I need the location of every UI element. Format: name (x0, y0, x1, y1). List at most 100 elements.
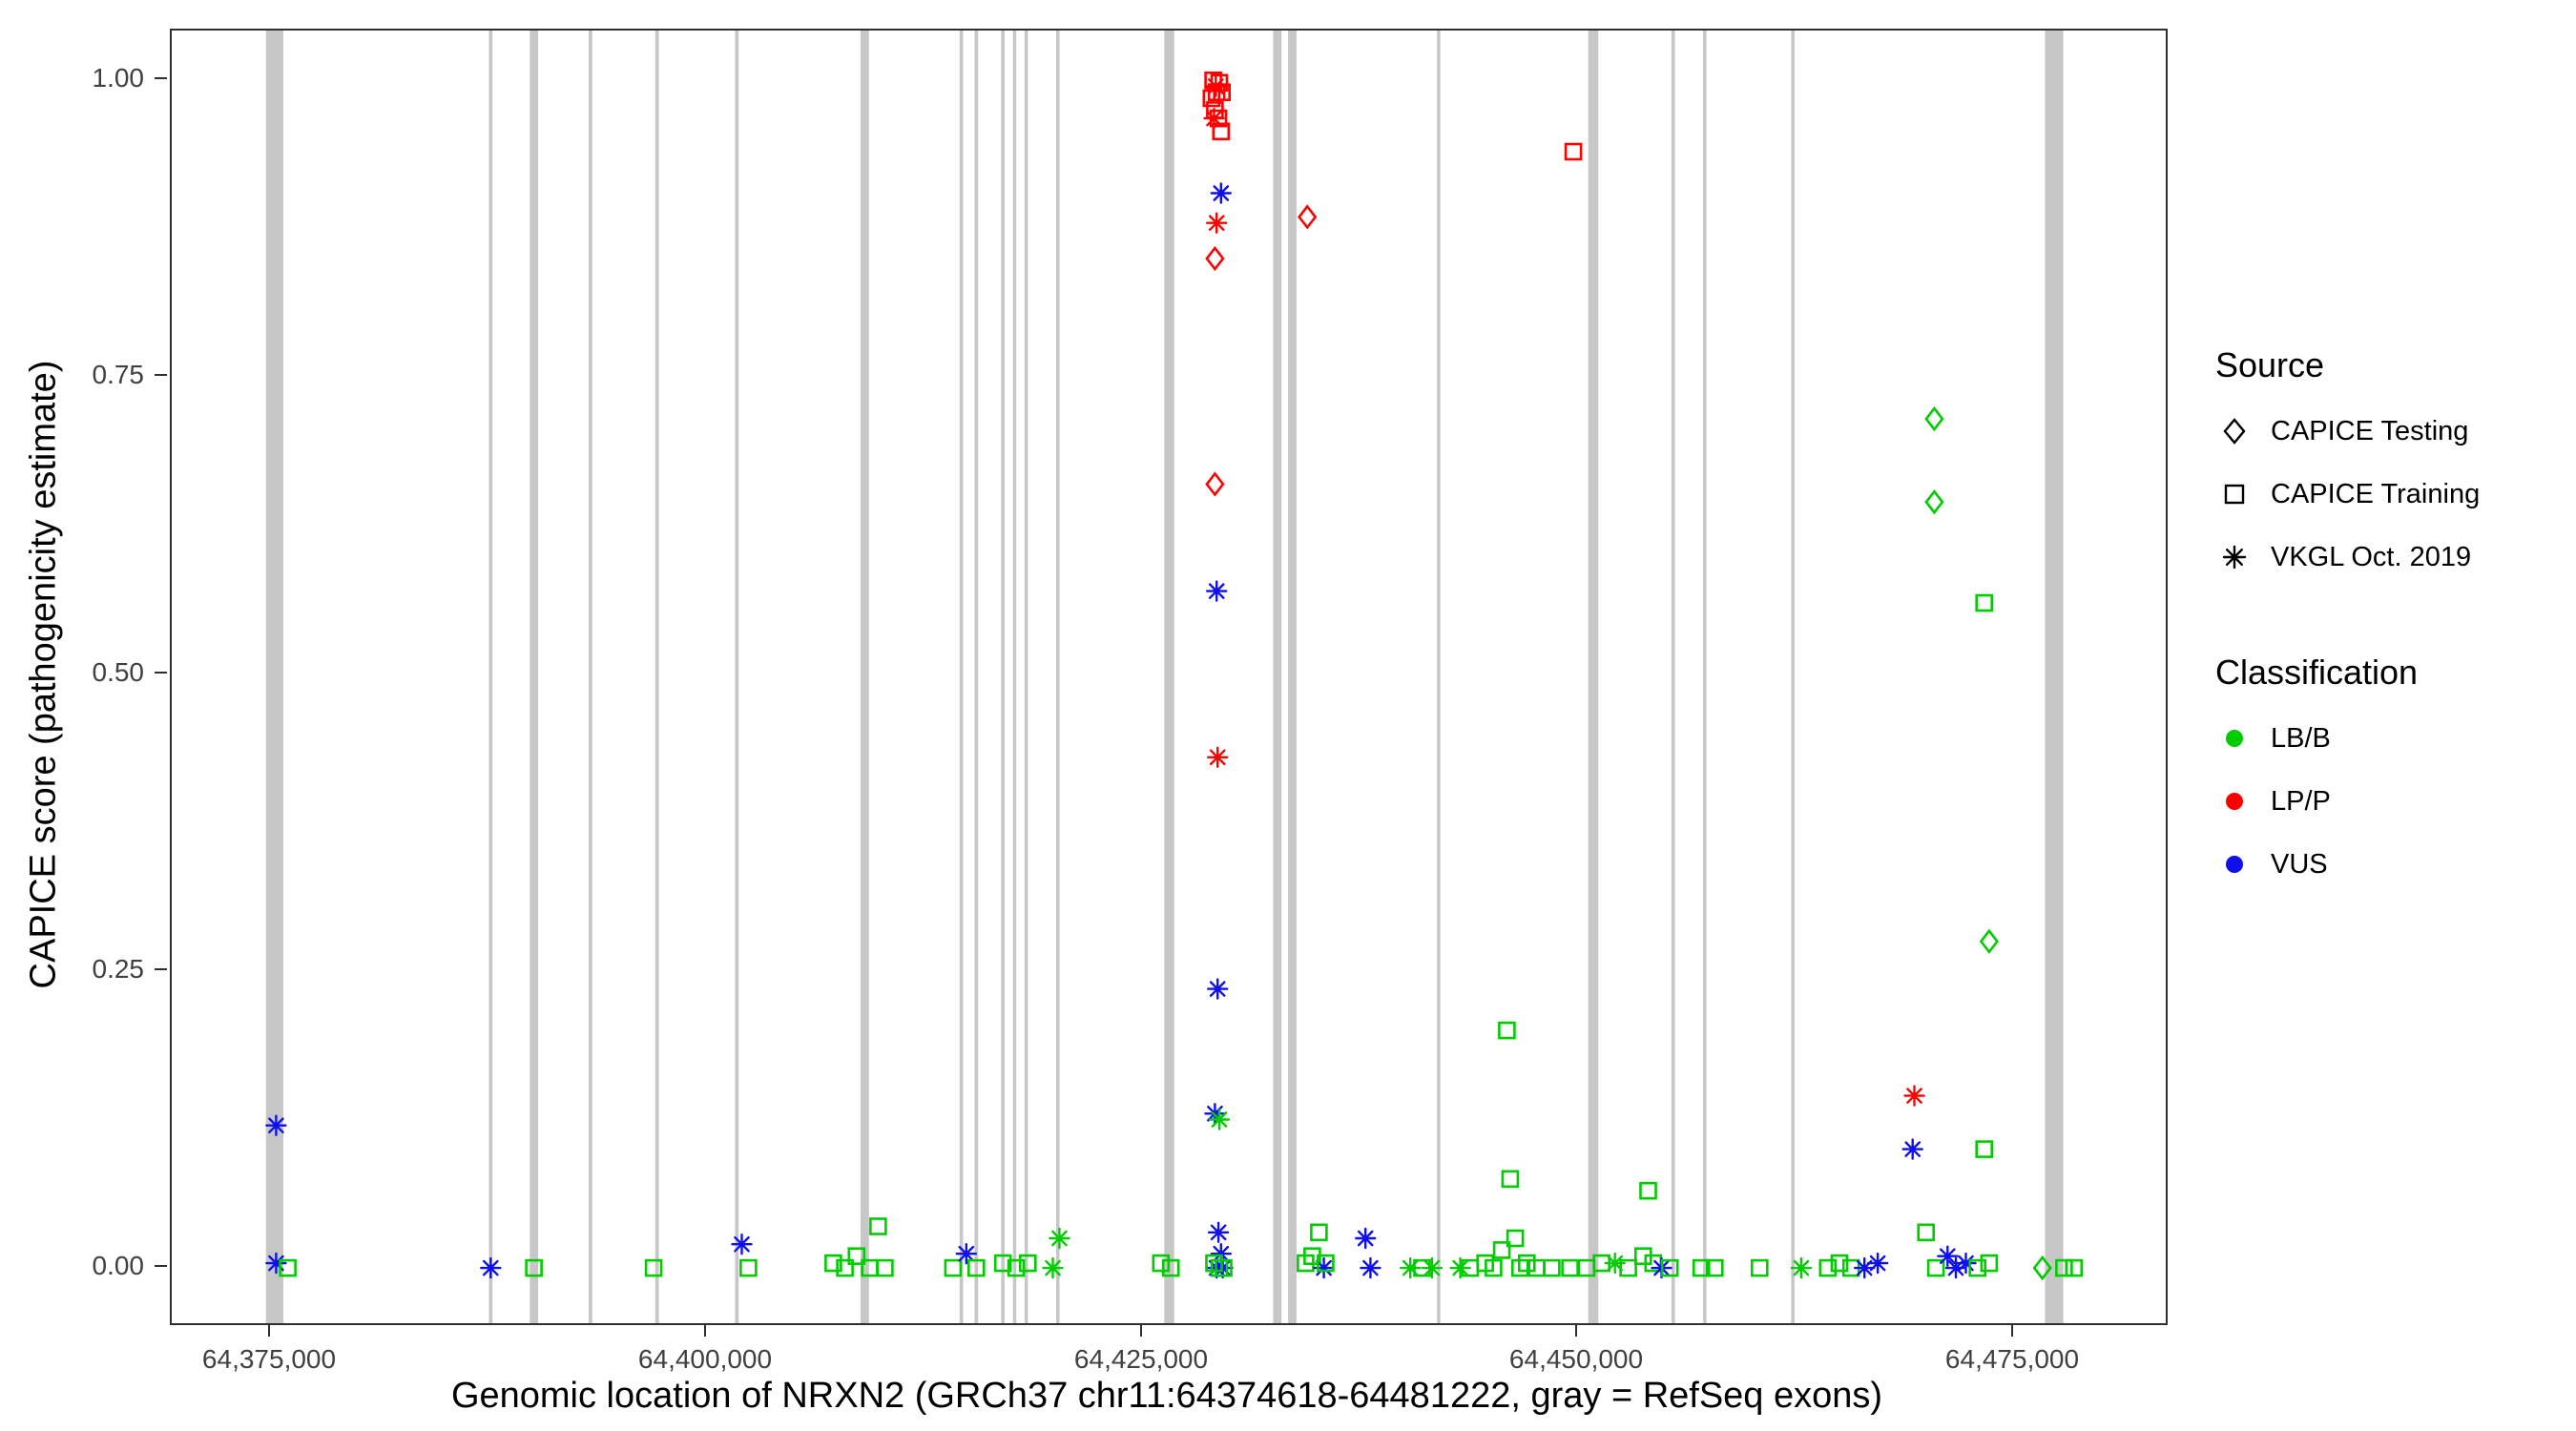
point-asterisk (1937, 1245, 1959, 1267)
point-square (1639, 1181, 1657, 1200)
point-square (2055, 1258, 2073, 1277)
legend-item-lpp: LP/P (2215, 782, 2480, 820)
point-asterisk (1206, 212, 1228, 234)
legend-item-label: VUS (2271, 848, 2328, 880)
point-square (1968, 1258, 1986, 1277)
plot-panel (170, 29, 2168, 1325)
point-asterisk (480, 1256, 502, 1279)
point-square (1152, 1254, 1171, 1273)
point-asterisk (1042, 1256, 1064, 1279)
x-tick-label: 64,450,000 (1508, 1344, 1644, 1374)
point-asterisk (1955, 1252, 1977, 1275)
x-tick-mark (704, 1324, 706, 1337)
point-diamond (2032, 1255, 2052, 1281)
point-square (1706, 1258, 1724, 1277)
point-square (1506, 1229, 1525, 1248)
x-tick-label: 64,400,000 (637, 1344, 773, 1374)
legend-source-title: Source (2215, 345, 2325, 384)
x-tick-label: 64,475,000 (1944, 1344, 2080, 1374)
exon-bar (589, 31, 592, 1323)
point-square (1215, 1258, 1233, 1277)
point-square (869, 1217, 887, 1235)
point-asterisk (265, 1114, 287, 1136)
filled-circle-icon (2226, 856, 2243, 873)
point-square (739, 1258, 758, 1277)
point-square (1751, 1258, 1769, 1277)
point-square (824, 1254, 842, 1273)
point-asterisk (265, 1252, 287, 1275)
y-tick-label: 0.50 (92, 657, 145, 687)
y-tick-mark (155, 1265, 167, 1267)
point-square (1492, 1241, 1511, 1259)
point-diamond (1205, 245, 1225, 272)
point-square (1926, 1258, 1945, 1277)
point-square (1501, 1170, 1520, 1189)
point-square (1975, 593, 1993, 612)
exon-bar (530, 31, 539, 1323)
point-square (1693, 1258, 1711, 1277)
legend-group-source: Source CAPICE Testing CAPICE Training VKGL… (2215, 345, 2480, 576)
point-diamond (1924, 405, 1944, 432)
point-asterisk (1210, 182, 1232, 204)
point-square (1980, 1254, 1999, 1273)
point-square (1975, 1140, 1993, 1158)
point-asterisk (1790, 1256, 1813, 1279)
point-square (279, 1258, 297, 1277)
y-tick-label: 0.75 (92, 360, 145, 389)
exon-bar (1273, 31, 1282, 1323)
exon-bar (1703, 31, 1707, 1323)
point-square (1213, 83, 1231, 102)
exon-bar (265, 31, 283, 1323)
asterisk-icon (2222, 545, 2247, 570)
diamond-icon (2223, 418, 2246, 445)
y-tick-label: 0.00 (92, 1251, 145, 1280)
legend-item-train: CAPICE Training (2215, 475, 2480, 513)
y-tick-label: 0.25 (92, 954, 145, 984)
point-diamond (1205, 471, 1225, 497)
y-tick-mark (155, 374, 167, 376)
exon-bar (1001, 31, 1005, 1323)
point-square (993, 1254, 1012, 1273)
exon-bar (735, 31, 739, 1323)
filled-circle-icon (2226, 793, 2243, 810)
legend-classification-title: Classification (2215, 653, 2419, 692)
point-square (2065, 1258, 2084, 1277)
x-tick-mark (1575, 1324, 1577, 1337)
legend-source-items: CAPICE Testing CAPICE Training VKGL Oct. 2… (2215, 412, 2480, 576)
point-square (644, 1258, 663, 1277)
point-square (1619, 1258, 1637, 1277)
y-tick-label: 1.00 (92, 63, 145, 93)
point-square (966, 1258, 986, 1277)
legend: Source CAPICE Testing CAPICE Training VKGL… (2215, 345, 2480, 960)
exon-bar (861, 31, 869, 1323)
exon-bar (488, 31, 493, 1323)
filled-circle-icon (2226, 730, 2243, 747)
point-asterisk (1360, 1256, 1381, 1279)
legend-item-lbb: LB/B (2215, 719, 2480, 757)
x-axis-label: Genomic location of NRXN2 (GRCh37 chr11:… (450, 1376, 1883, 1416)
point-asterisk (1207, 1221, 1230, 1243)
point-square (1561, 1258, 1579, 1277)
point-asterisk (1421, 1256, 1444, 1279)
legend-item-label: LB/B (2271, 722, 2331, 754)
point-square (1543, 1258, 1561, 1277)
point-square (1161, 1258, 1180, 1277)
y-tick-mark (155, 77, 167, 79)
exon-bar (974, 31, 979, 1323)
point-square (1818, 1258, 1838, 1277)
point-asterisk (1854, 1256, 1876, 1279)
point-diamond (1924, 489, 1944, 515)
exon-bar (1791, 31, 1795, 1323)
point-square (1527, 1258, 1546, 1277)
x-tick-label: 64,425,000 (1073, 1344, 1209, 1374)
legend-item-test: CAPICE Testing (2215, 412, 2480, 450)
y-tick-mark (155, 672, 167, 674)
point-asterisk (1207, 746, 1229, 768)
x-tick-mark (268, 1324, 270, 1337)
legend-classification-items: LB/B LP/P VUS (2215, 719, 2480, 883)
exon-bar (1164, 31, 1174, 1323)
point-asterisk (1206, 580, 1228, 602)
point-asterisk (731, 1234, 753, 1255)
exon-bar (1288, 31, 1297, 1323)
